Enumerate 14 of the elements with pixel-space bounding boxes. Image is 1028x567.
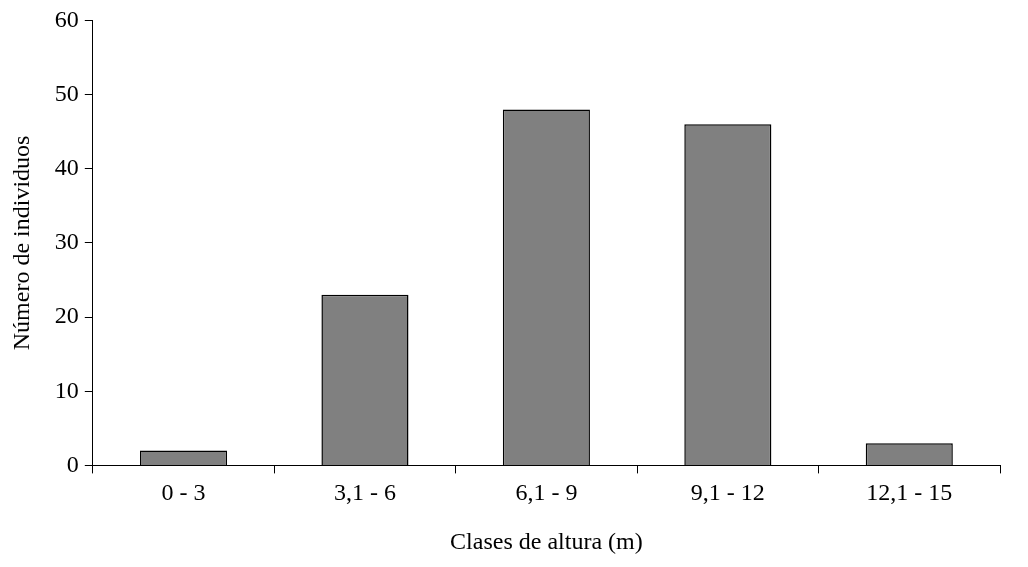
- y-tick-label: 30: [54, 228, 79, 255]
- x-tick-label: 3,1 - 6: [333, 479, 396, 506]
- x-tick-label: 0 - 3: [161, 479, 206, 506]
- y-axis-title: Número de individuos: [7, 135, 34, 351]
- x-tick-label: 12,1 - 15: [866, 479, 953, 506]
- x-tick-label: 9,1 - 12: [690, 479, 765, 506]
- y-tick-label: 0: [66, 450, 79, 477]
- x-axis-title: Clases de altura (m): [450, 527, 643, 554]
- y-tick-label: 50: [54, 79, 79, 106]
- y-tick-label: 60: [54, 5, 79, 32]
- y-tick-label: 40: [54, 154, 79, 181]
- x-tick-label: 6,1 - 9: [515, 479, 578, 506]
- y-tick-label: 10: [54, 376, 79, 403]
- y-tick-label: 20: [54, 302, 79, 329]
